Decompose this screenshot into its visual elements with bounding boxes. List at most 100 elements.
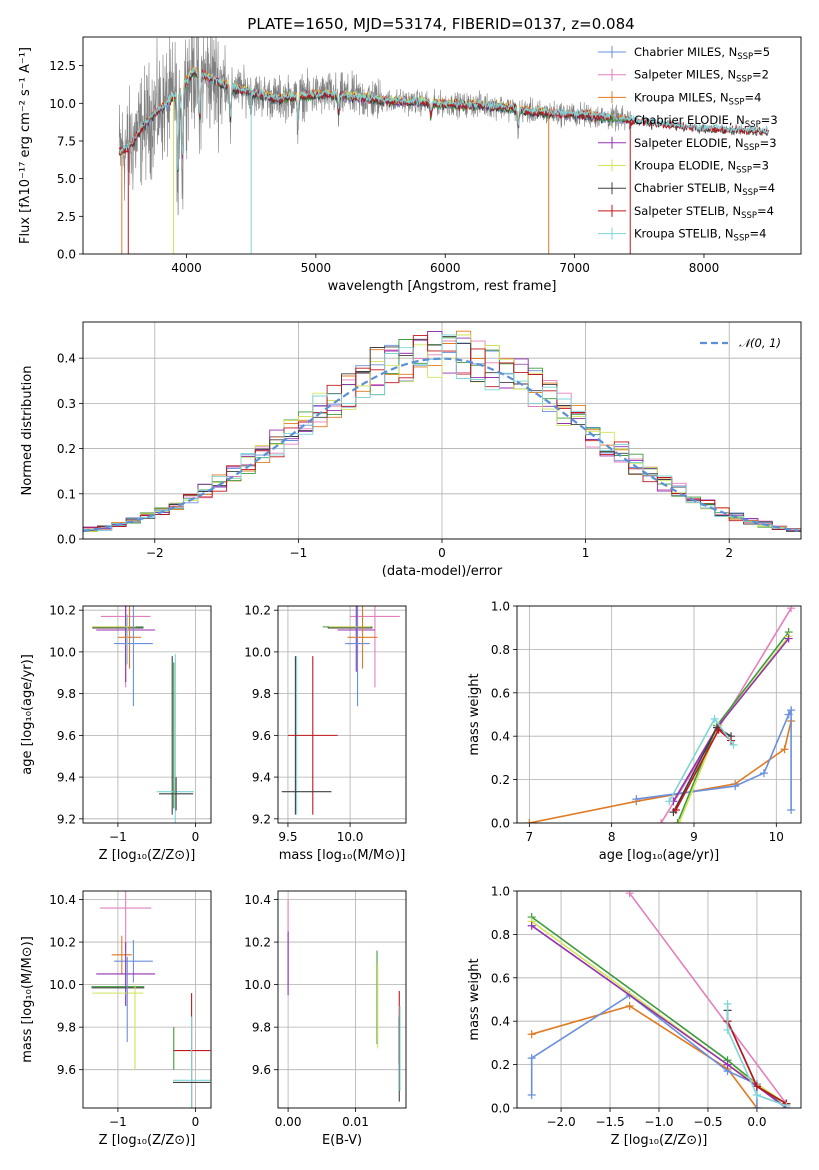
x-tick-label: −2: [146, 546, 164, 560]
mass-weight-marker-krou_miles: [527, 1030, 536, 1039]
model-spectrum-salp_stelib: [118, 67, 769, 168]
legend-entry: Kroupa ELODIE, NSSP=3: [634, 159, 769, 176]
mass-weight-marker-salp_elodie: [784, 634, 793, 643]
mass-weight-marker-chab_miles: [787, 706, 796, 715]
axes-frame: [277, 605, 407, 824]
y-tick-label: 10.0: [244, 645, 271, 659]
y-tick-label: 0.1: [57, 487, 76, 501]
y-tick-label: 9.2: [252, 812, 271, 826]
observed-spectrum: [118, 37, 634, 216]
x-tick-label: −1: [109, 1115, 127, 1129]
x-tick-label: −1: [290, 546, 308, 560]
y-tick-label: 0.8: [491, 643, 510, 657]
y-tick-label: 9.4: [57, 771, 76, 785]
legend-entry: Chabrier MILES, NSSP=5: [634, 45, 770, 62]
mass-weight-marker-salp_miles: [625, 891, 634, 898]
residuals-histogram-panel: −2 −1 0 1 2 0.0 0.1 0.2 0.3 0.4 (data-model)/error…: [20, 321, 802, 579]
y-tick-label: 0.0: [491, 817, 510, 831]
x-tick-label: 5000: [301, 261, 332, 275]
mass-vs-metallicity-panel: −1 0 9.6 9.8 10.0 10.2 10.4 Z [log₁₀(Z/Z⊙)] mass…: [20, 890, 212, 1148]
mass-weight-vs-age-panel: 7 8 9 10 0.0 0.2 0.4 0.6 0.8 1.0 age [log₁₀(age/yr…: [467, 600, 802, 863]
mass-weight-marker-chab_miles: [632, 795, 641, 804]
y-axis-label: age [log₁₀(age/yr)]: [20, 654, 35, 775]
y-tick-label: 0.4: [57, 352, 76, 366]
y-axis-label: mass weight: [467, 958, 482, 1040]
x-tick-label: 4000: [171, 261, 202, 275]
mass-weight-marker-salp_stelib: [714, 725, 723, 734]
y-tick-label: 0.0: [491, 1102, 510, 1116]
legend-entry: Kroupa MILES, NSSP=4: [634, 90, 761, 107]
legend-entry: Salpeter ELODIE, NSSP=3: [634, 136, 777, 153]
plot-area: [92, 606, 194, 823]
mass-weight-line-salp_stelib: [675, 728, 732, 811]
model-spectrum-salp_miles: [126, 68, 628, 170]
legend-entry: Chabrier STELIB, NSSP=4: [634, 181, 775, 198]
y-tick-label: 9.6: [57, 1063, 76, 1077]
mass-weight-marker-krou_stelib: [752, 1090, 761, 1099]
x-axis-label: Z [log₁₀(Z/Z⊙)]: [99, 848, 196, 863]
x-tick-label: −1.5: [595, 1115, 624, 1129]
x-axis-label: wavelength [Angstrom, rest frame]: [328, 279, 557, 294]
y-tick-label: 10.2: [49, 604, 76, 618]
y-tick-label: 10.4: [49, 893, 76, 907]
y-tick-label: 0.0: [57, 533, 76, 547]
mass-weight-marker-salp_elodie: [527, 921, 536, 930]
mass-weight-marker-salp_elodie: [723, 1060, 732, 1069]
y-tick-label: 10.2: [244, 936, 271, 950]
x-tick-label: 9.5: [278, 830, 297, 844]
mass-weight-line-chab_miles: [636, 707, 792, 810]
x-tick-label: 10: [769, 830, 784, 844]
y-tick-label: 9.8: [57, 687, 76, 701]
y-axis-label: Flux [fλ10⁻¹⁷ erg cm⁻² s⁻¹ A⁻¹]: [18, 47, 33, 244]
x-tick-label: 0.0: [747, 1115, 766, 1129]
y-tick-label: 9.6: [57, 729, 76, 743]
x-axis-label: (data-model)/error: [382, 564, 503, 579]
axes-frame: [82, 321, 802, 540]
plot-area: [281, 606, 400, 815]
mass-weight-marker-chab_miles: [787, 805, 796, 814]
mass-weight-line-krou_miles: [531, 1005, 758, 1108]
x-tick-label: 8: [608, 830, 616, 844]
plot-area: [525, 606, 796, 823]
mass-weight-vs-metallicity-panel: −2.0 −1.5 −1.0 −0.5 0.0 0.0 0.2 0.4 0.6 0.8 1.0 Z […: [467, 885, 802, 1148]
mass-weight-marker-chab_miles: [752, 1104, 761, 1108]
mass-weight-marker-krou_elodie: [675, 819, 684, 823]
x-tick-label: −1.0: [644, 1115, 673, 1129]
y-tick-label: 10.0: [49, 97, 76, 111]
x-tick-label: 8000: [689, 261, 720, 275]
x-axis-label: E(B-V): [322, 1133, 362, 1148]
mass-weight-marker-salp_stelib: [671, 805, 680, 814]
axes-frame: [277, 890, 407, 1109]
gaussian-reference: [83, 357, 799, 533]
y-axis-label: mass [log₁₀(M/M⊙)]: [20, 936, 35, 1063]
mass-weight-line-krou_stelib: [726, 1003, 787, 1107]
x-axis-label: mass [log₁₀(M/M⊙)]: [279, 848, 406, 863]
figure-title: PLATE=1650, MJD=53174, FIBERID=0137, z=0…: [247, 15, 634, 33]
y-tick-label: 10.0: [49, 978, 76, 992]
axes-frame: [82, 605, 212, 824]
x-tick-label: −0.5: [693, 1115, 722, 1129]
mass-weight-marker-salp_miles: [787, 606, 796, 613]
x-tick-label: 1: [582, 546, 590, 560]
x-axis-label: age [log₁₀(age/yr)]: [599, 848, 720, 863]
gaussian-legend-label: 𝒩(0, 1): [739, 336, 781, 350]
x-axis-label: Z [log₁₀(Z/Z⊙)]: [611, 1133, 708, 1148]
x-tick-label: 9: [690, 830, 698, 844]
mass-weight-line-krou_elodie: [678, 635, 790, 823]
x-tick-label: 2: [725, 546, 733, 560]
mass-weight-line-chab_miles: [530, 994, 758, 1108]
mass-weight-marker-krou_miles: [525, 819, 534, 823]
mass-weight-line-salp_miles: [628, 892, 787, 1105]
mass-weight-marker-krou_miles: [780, 745, 789, 754]
model-spectrum-krou_stelib: [118, 67, 770, 171]
y-tick-label: 7.5: [57, 134, 76, 148]
plot-area: [287, 899, 401, 1102]
mass-weight-marker-krou_stelib: [723, 1025, 732, 1034]
plot-area: [118, 37, 770, 254]
plot-area: [91, 891, 211, 1108]
x-tick-label: −2.0: [546, 1115, 575, 1129]
spectrum-panel: 4000 5000 6000 7000 8000 0.0 2.5 5.0 7.5 10.0 12.5…: [18, 36, 802, 294]
mass-weight-marker-salp_miles: [657, 819, 666, 823]
y-tick-label: 10.0: [49, 645, 76, 659]
